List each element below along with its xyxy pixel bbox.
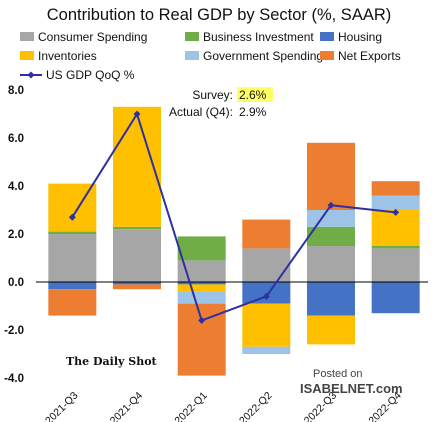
legend-label: Inventories (38, 49, 97, 63)
chart-title: Contribution to Real GDP by Sector (%, S… (47, 6, 392, 24)
actual-value: 2.9% (239, 105, 267, 119)
legend-swatch (185, 51, 199, 60)
y-tick-label: 4.0 (8, 181, 24, 193)
x-tick-label: 2021-Q3 (43, 390, 80, 422)
bar-segment (48, 231, 97, 234)
bar-segment (177, 236, 226, 261)
legend-item: Housing (320, 30, 382, 44)
survey-label: Survey: (192, 88, 233, 102)
legend-line-marker (27, 71, 35, 79)
actual-label: Actual (Q4): (169, 105, 233, 119)
bar-segment (307, 246, 355, 282)
bar-segment (177, 284, 226, 292)
gdp-point (327, 201, 335, 209)
survey-value: 2.6% (239, 88, 267, 102)
legend-swatch (320, 32, 334, 41)
bar-segment (242, 282, 291, 304)
bar-segment (307, 210, 355, 227)
y-axis: -4.0 -2.0 0.0 2.0 4.0 6.0 8.0 (4, 85, 24, 385)
gdp-point (133, 110, 141, 118)
legend-label: Consumer Spending (38, 30, 147, 44)
bar-segment (113, 226, 161, 230)
bar-segment (307, 226, 355, 246)
gdp-line (68, 110, 400, 324)
bar-segment (113, 282, 161, 285)
legend-label: Housing (338, 30, 382, 44)
legend: Consumer Spending Business Investment Hous… (20, 30, 401, 82)
legend-item: Inventories (20, 49, 97, 63)
bar-segment (307, 282, 355, 316)
legend-label: Government Spending (203, 49, 323, 63)
bar-segment (371, 210, 420, 246)
x-tick-label: 2021-Q4 (108, 390, 145, 422)
legend-swatch (320, 51, 334, 60)
gdp-point (262, 292, 270, 300)
legend-item: Business Investment (185, 30, 314, 44)
source-logo: The Daily Shot (66, 355, 158, 368)
bar-segment (242, 303, 291, 347)
x-tick-label: 2022-Q1 (172, 390, 209, 422)
legend-swatch (185, 32, 199, 41)
legend-label: Business Investment (203, 30, 314, 44)
bar-segment (177, 282, 226, 285)
y-tick-label: 0.0 (8, 277, 24, 289)
bar-segment (371, 181, 420, 196)
legend-swatch (20, 51, 34, 60)
survey-annotation: Survey: 2.6% Actual (Q4): 2.9% (169, 87, 273, 119)
bar-segment (113, 229, 161, 282)
bar-segment (177, 303, 226, 376)
gdp-point (392, 208, 400, 216)
legend-label: Net Exports (338, 49, 401, 63)
bar-segment (113, 284, 161, 290)
legend-item: Government Spending (185, 49, 323, 63)
y-tick-label: 6.0 (8, 133, 24, 145)
gdp-line-path (71, 111, 396, 322)
bar-segment (242, 219, 291, 249)
watermark: Posted on ISABELNET.com (300, 368, 403, 396)
survey-highlight (237, 87, 273, 102)
y-tick-label: -2.0 (4, 325, 24, 337)
legend-item-line: US GDP QoQ % (20, 68, 135, 82)
bar-segment (371, 282, 420, 314)
bar-segment (48, 234, 97, 282)
bar-segment (242, 248, 291, 282)
legend-item: Net Exports (320, 49, 401, 63)
bar-segment (48, 289, 97, 316)
bars (36, 106, 428, 376)
bar-segment (371, 195, 420, 210)
bar-segment (371, 248, 420, 282)
watermark-line2: ISABELNET.com (300, 381, 403, 396)
x-tick-label: 2022-Q2 (237, 390, 274, 422)
legend-item: Consumer Spending (20, 30, 147, 44)
bar-segment (307, 315, 355, 345)
bar-segment (371, 246, 420, 249)
gdp-point (68, 213, 76, 221)
y-tick-label: -4.0 (4, 373, 24, 385)
bar-segment (177, 291, 226, 304)
bar-segment (177, 260, 226, 282)
watermark-line1: Posted on (313, 368, 363, 380)
y-tick-label: 2.0 (8, 229, 24, 241)
y-tick-label: 8.0 (8, 85, 24, 97)
bar-segment (307, 142, 355, 210)
legend-swatch (20, 32, 34, 41)
gdp-point (198, 316, 206, 324)
legend-label: US GDP QoQ % (46, 68, 135, 82)
bar-segment (48, 282, 97, 290)
bar-segment (242, 346, 291, 354)
